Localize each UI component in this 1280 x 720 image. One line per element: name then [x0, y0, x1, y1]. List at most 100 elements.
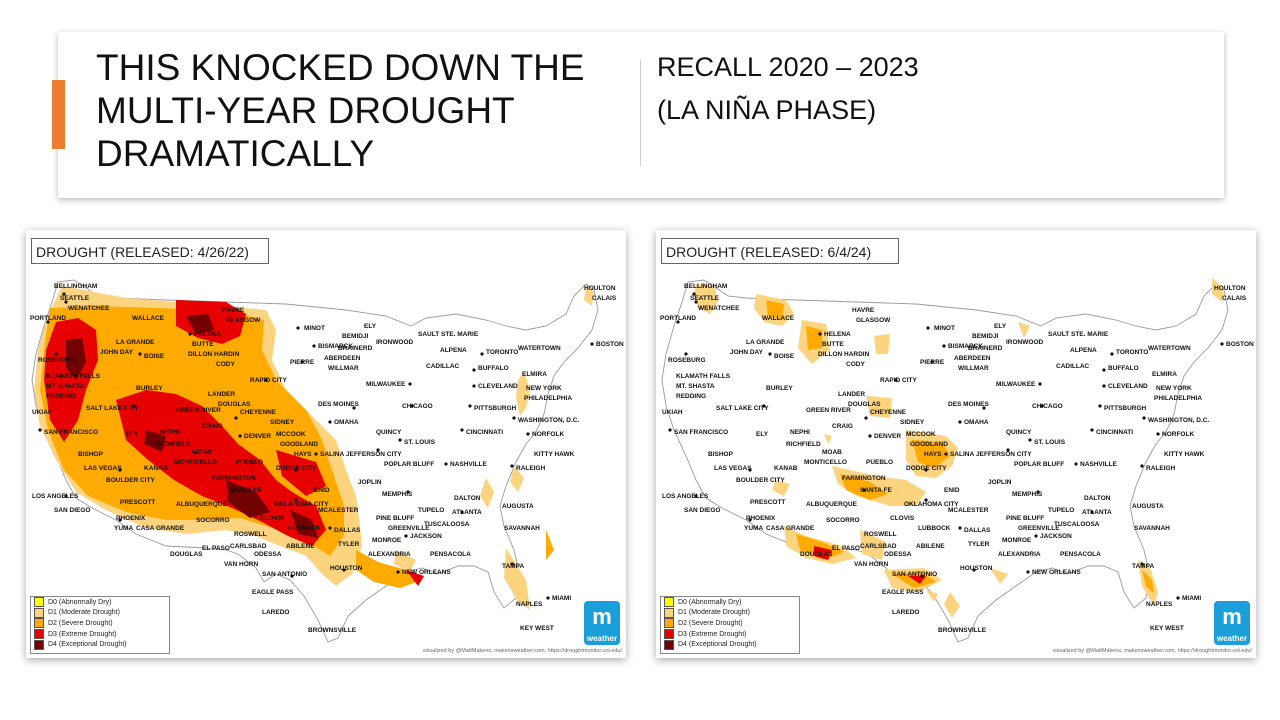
legend-row: D4 (Exceptional Drought) — [31, 639, 169, 650]
city-label: ALEXANDRIA — [368, 551, 411, 558]
city-label: SIDNEY — [900, 419, 925, 426]
city-dot-icon — [510, 562, 514, 566]
city-label: MCCOOK — [906, 431, 936, 438]
legend-row: D4 (Exceptional Drought) — [661, 639, 799, 650]
city-label: SALINA — [320, 451, 345, 458]
city-label: PINE BLUFF — [1006, 515, 1044, 522]
city-label: BISHOP — [78, 451, 104, 458]
city-label: PIERRE — [920, 359, 945, 366]
city-label: RICHFIELD — [156, 441, 191, 448]
city-label: LOS ANGELES — [662, 493, 709, 500]
city-dot-icon — [924, 468, 928, 472]
city-label: ELMIRA — [522, 371, 547, 378]
city-label: GLASGOW — [856, 317, 891, 324]
city-label: WASHINGTON, D.C. — [518, 417, 579, 424]
city-label: REDDING — [676, 393, 706, 400]
drought-d4-area — [66, 314, 318, 538]
city-dot-icon — [460, 428, 464, 432]
legend-label: D4 (Exceptional Drought) — [48, 641, 127, 649]
city-label: DOUGLAS — [218, 401, 251, 408]
city-label: ST. LOUIS — [404, 439, 436, 446]
city-label: KEY WEST — [520, 625, 554, 632]
city-dot-icon — [1140, 464, 1144, 468]
city-dot-icon — [290, 574, 294, 578]
city-label: BOSTON — [596, 341, 624, 348]
city-dot-icon — [920, 574, 924, 578]
city-dot-icon — [510, 464, 514, 468]
city-dot-icon — [46, 320, 50, 324]
legend-row: D0 (Abnormally Dry) — [31, 597, 169, 608]
legend-swatch — [34, 597, 44, 608]
city-label: NEW YORK — [526, 385, 562, 392]
city-label: HELENA — [824, 331, 851, 338]
city-dot-icon — [1038, 382, 1042, 386]
city-dot-icon — [692, 292, 696, 296]
legend-label: D4 (Exceptional Drought) — [678, 641, 757, 649]
city-label: ODESSA — [254, 551, 282, 558]
city-dot-icon — [232, 488, 236, 492]
city-label: BOISE — [774, 353, 795, 360]
city-dot-icon — [468, 404, 472, 408]
city-label: ROSEBURG — [668, 357, 706, 364]
city-label: ROSEBURG — [38, 357, 76, 364]
city-label: WASHINGTON, D.C. — [1148, 417, 1209, 424]
city-dot-icon — [138, 352, 142, 356]
city-label: MONTICELLO — [804, 459, 847, 466]
city-dot-icon — [444, 462, 448, 466]
city-label: TYLER — [338, 541, 360, 548]
map-label: DROUGHT (RELEASED: 6/4/24) — [661, 238, 899, 264]
map-label: DROUGHT (RELEASED: 4/26/22) — [31, 238, 269, 264]
city-label: CASA GRANDE — [136, 525, 185, 532]
city-dot-icon — [472, 368, 476, 372]
city-markers: BELLINGHAM SEATTLE WENATCHEE PORTLAND WA… — [30, 283, 624, 634]
city-label: TUPELO — [1048, 507, 1074, 514]
city-label: CARLSBAD — [860, 543, 897, 550]
city-label: MILWAUKEE — [996, 381, 1036, 388]
city-dot-icon — [264, 378, 268, 382]
city-label: GREEN RIVER — [806, 407, 851, 414]
city-label: GREEN RIVER — [176, 407, 221, 414]
city-dot-icon — [64, 300, 68, 304]
city-label: ABERDEEN — [954, 355, 991, 362]
city-label: DOUGLAS — [800, 551, 833, 558]
city-label: MOAB — [822, 449, 842, 456]
city-dot-icon — [668, 428, 672, 432]
city-label: KANAB — [144, 465, 168, 472]
legend-label: D2 (Severe Drought) — [678, 619, 743, 627]
city-label: LAREDO — [892, 609, 919, 616]
city-label: JOHN DAY — [730, 349, 764, 356]
city-label: CRAIG — [832, 423, 853, 430]
city-label: CALAIS — [1222, 295, 1247, 302]
city-label: PHILADELPHIA — [1154, 395, 1202, 402]
city-label: BROWNSVILLE — [938, 627, 987, 634]
city-label: RICHFIELD — [786, 441, 821, 448]
city-label: BURLEY — [136, 385, 163, 392]
city-label: DENVER — [874, 433, 901, 440]
city-label: YUMA — [114, 525, 133, 532]
city-dot-icon — [460, 510, 464, 514]
city-label: SANTA FE — [860, 487, 892, 494]
city-label: UKIAH — [662, 409, 683, 416]
city-label: WATERTOWN — [1148, 345, 1191, 352]
city-label: RAPID CITY — [880, 377, 918, 384]
city-label: CINCINNATI — [1096, 429, 1133, 436]
title-line: MULTI-YEAR DROUGHT — [96, 90, 515, 131]
city-label: PHOENIX — [116, 515, 146, 522]
city-label: JACKSON — [1040, 533, 1072, 540]
city-label: WENATCHEE — [68, 305, 110, 312]
city-dot-icon — [1098, 404, 1102, 408]
legend-swatch — [34, 629, 44, 640]
city-dot-icon — [328, 526, 332, 530]
city-label: ROSWELL — [864, 531, 897, 538]
city-label: CLOVIS — [890, 515, 915, 522]
city-dot-icon — [684, 352, 688, 356]
city-label: SAN DIEGO — [684, 507, 720, 514]
city-label: ELMIRA — [1152, 371, 1177, 378]
legend-label: D3 (Extreme Drought) — [48, 630, 117, 638]
city-label: BISHOP — [708, 451, 734, 458]
city-label: HARDIN — [214, 351, 240, 358]
city-label: QUINCY — [1006, 429, 1032, 436]
legend-label: D1 (Moderate Drought) — [48, 609, 120, 617]
legend-label: D0 (Abnormally Dry) — [678, 598, 742, 606]
city-label: LA GRANDE — [746, 339, 785, 346]
